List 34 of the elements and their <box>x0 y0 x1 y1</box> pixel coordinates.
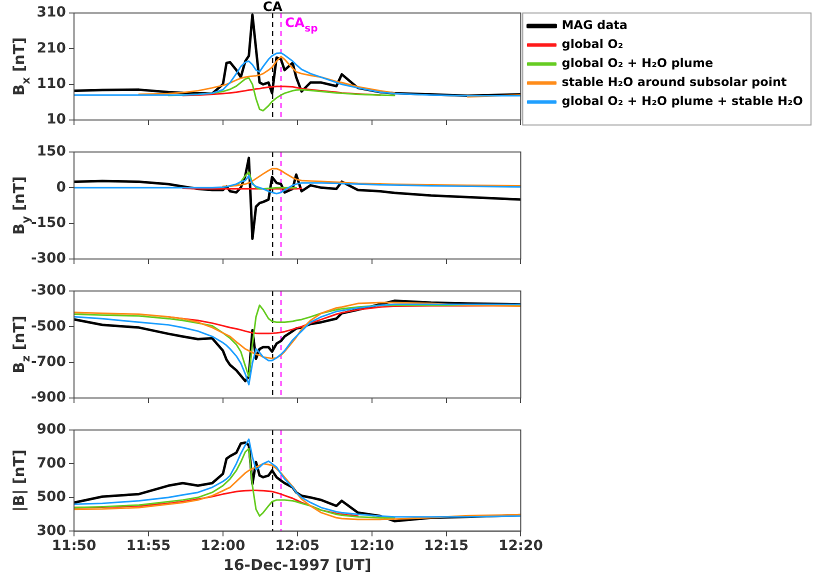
ref-line-label: CA <box>262 0 282 15</box>
y-axis-title: By [nT] <box>10 176 32 235</box>
x-tick-label: 11:55 <box>126 538 171 554</box>
legend-label: MAG data <box>562 18 628 32</box>
y-tick-label: 700 <box>36 455 66 472</box>
y-tick-label: 110 <box>36 76 66 92</box>
legend-label: stable H₂O around subsolar point <box>562 75 787 90</box>
x-tick-label: 12:20 <box>498 538 544 554</box>
x-tick-label: 11:50 <box>52 538 97 554</box>
y-tick-label: -300 <box>30 282 66 299</box>
y-tick-label: 900 <box>36 422 66 438</box>
y-tick-label: 300 <box>36 522 66 539</box>
y-tick-label: -500 <box>30 318 66 334</box>
legend-label: global O₂ <box>562 37 624 52</box>
y-tick-label: -700 <box>30 354 66 370</box>
y-tick-label: -300 <box>30 250 66 267</box>
y-tick-label: 0 <box>56 179 66 196</box>
x-tick-label: 12:05 <box>275 538 320 554</box>
y-tick-label: 310 <box>36 4 66 21</box>
y-axis-title: Bz [nT] <box>10 316 32 374</box>
y-tick-label: 500 <box>36 489 66 506</box>
x-tick-label: 12:00 <box>200 538 246 554</box>
x-tick-label: 12:15 <box>424 538 469 554</box>
y-tick-label: 210 <box>36 40 66 56</box>
x-tick-label: 12:10 <box>350 538 394 554</box>
y-tick-label: 10 <box>46 112 66 128</box>
y-tick-label: -900 <box>30 390 66 406</box>
x-axis-title: 16-Dec-1997 [UT] <box>223 556 372 574</box>
y-axis-title: Bx [nT] <box>10 37 32 96</box>
legend-label: global O₂ + H₂O plume + stable H₂O <box>562 94 803 108</box>
y-axis-title: |B| [nT] <box>10 449 28 512</box>
legend-label: global O₂ + H₂O plume <box>562 56 714 70</box>
y-tick-label: -150 <box>30 214 66 231</box>
y-tick-label: 150 <box>36 144 66 160</box>
